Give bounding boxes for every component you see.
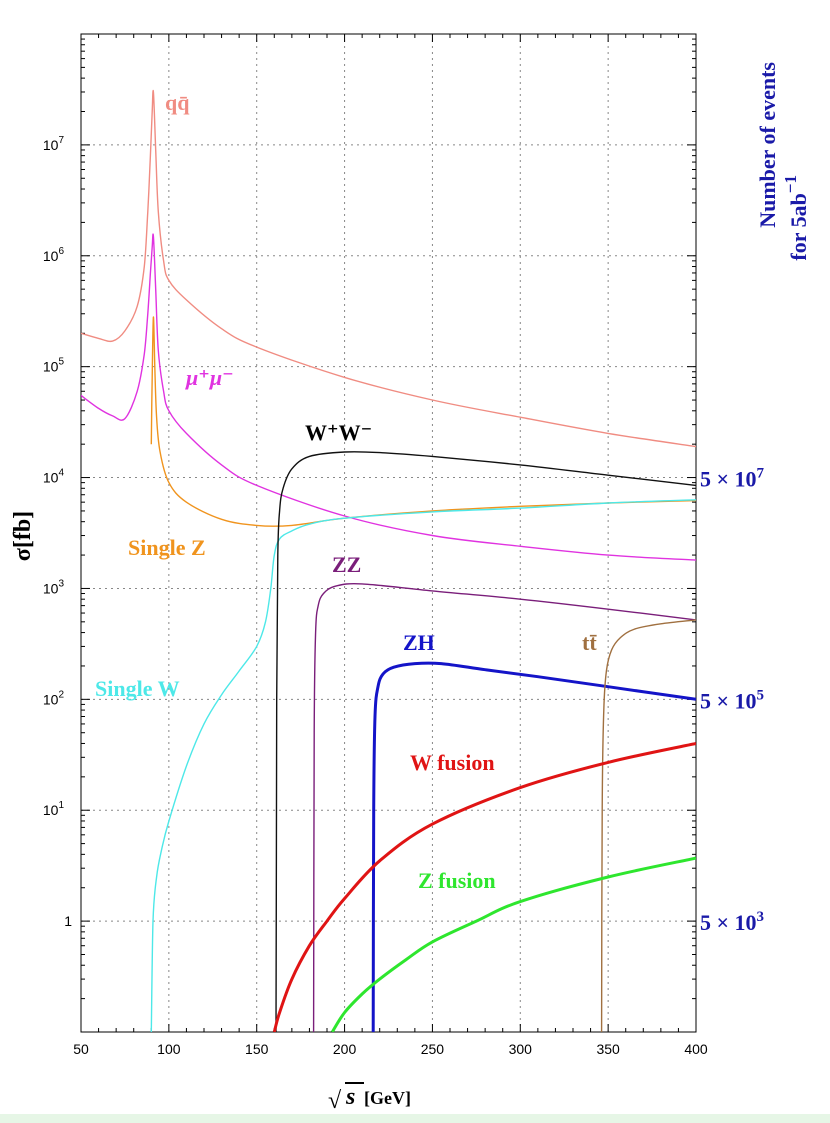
series-group (81, 89, 696, 1032)
x-tick-label: 350 (596, 1041, 620, 1057)
series-line-qqbar (81, 89, 696, 448)
right-axis-tick-label: 5 × 103 (700, 909, 764, 935)
y-axis-title: σ[fb] (10, 511, 36, 561)
x-axis-title: √ s [GeV] (328, 1082, 411, 1114)
right-axis-tick-label: 5 × 107 (700, 466, 765, 492)
series-line-ZZ (312, 582, 696, 1032)
series-labels: qq̄ μ⁺μ⁻ W⁺W⁻ Single Z ZZ ZH tt̄ Single W W fusi… (95, 90, 597, 893)
series-label-qqbar: qq̄ (165, 90, 190, 115)
series-line-Wfusion (272, 742, 696, 1032)
series-line-WW (275, 451, 696, 1032)
x-axis-unit: [GeV] (364, 1088, 411, 1108)
x-tick-label: 150 (245, 1041, 269, 1057)
series-line-singleW (150, 499, 696, 1032)
x-tick-label: 50 (73, 1041, 89, 1057)
right-axis-ticks: 5 × 107 5 × 105 5 × 103 (700, 466, 765, 936)
y-tick-label: 106 (43, 246, 65, 264)
plot-frame (80, 33, 697, 1033)
series-label-singleW: Single W (95, 676, 180, 701)
right-axis-title-line1: Number of events (755, 62, 780, 228)
series-line-Zfusion (331, 856, 696, 1032)
y-tick-label: 102 (43, 689, 65, 707)
series-label-ZZ: ZZ (332, 552, 361, 577)
series-line-mumu (81, 233, 696, 561)
y-tick-label: 101 (43, 800, 65, 818)
series-label-mumu: μ⁺μ⁻ (185, 365, 234, 390)
y-tick-label: 1 (64, 913, 72, 929)
axis-ticks: 50 100 150 200 250 300 350 400 1 101 102 103 104 105 1… (43, 34, 708, 1057)
series-line-tt (600, 619, 696, 1032)
right-axis-title: Number of events (755, 62, 780, 228)
x-axis-variable: s (345, 1084, 355, 1110)
y-tick-label: 105 (43, 357, 65, 375)
series-label-Wfusion: W fusion (410, 750, 495, 775)
x-axis-radical: √ (328, 1088, 342, 1114)
bottom-strip (0, 1114, 830, 1123)
series-label-tt: tt̄ (582, 630, 597, 655)
series-line-singleZ (150, 316, 696, 527)
series-label-WW: W⁺W⁻ (305, 420, 372, 445)
grid-lines (81, 34, 696, 1032)
right-axis-tick-label: 5 × 105 (700, 687, 764, 713)
x-tick-label: 100 (157, 1041, 181, 1057)
x-tick-label: 250 (421, 1041, 445, 1057)
x-tick-label: 200 (333, 1041, 357, 1057)
right-axis-title-line2: for 5ab−1 (781, 175, 811, 261)
right-axis-title-2: for 5ab−1 (781, 175, 811, 261)
x-tick-label: 400 (684, 1041, 708, 1057)
x-tick-label: 300 (509, 1041, 533, 1057)
series-label-Zfusion: Z fusion (418, 868, 496, 893)
series-label-ZH: ZH (403, 630, 435, 655)
series-label-singleZ: Single Z (128, 535, 206, 560)
y-tick-label: 104 (43, 468, 65, 486)
y-tick-label: 103 (43, 578, 65, 596)
y-tick-label: 107 (43, 135, 65, 153)
series-line-ZH (371, 661, 696, 1032)
